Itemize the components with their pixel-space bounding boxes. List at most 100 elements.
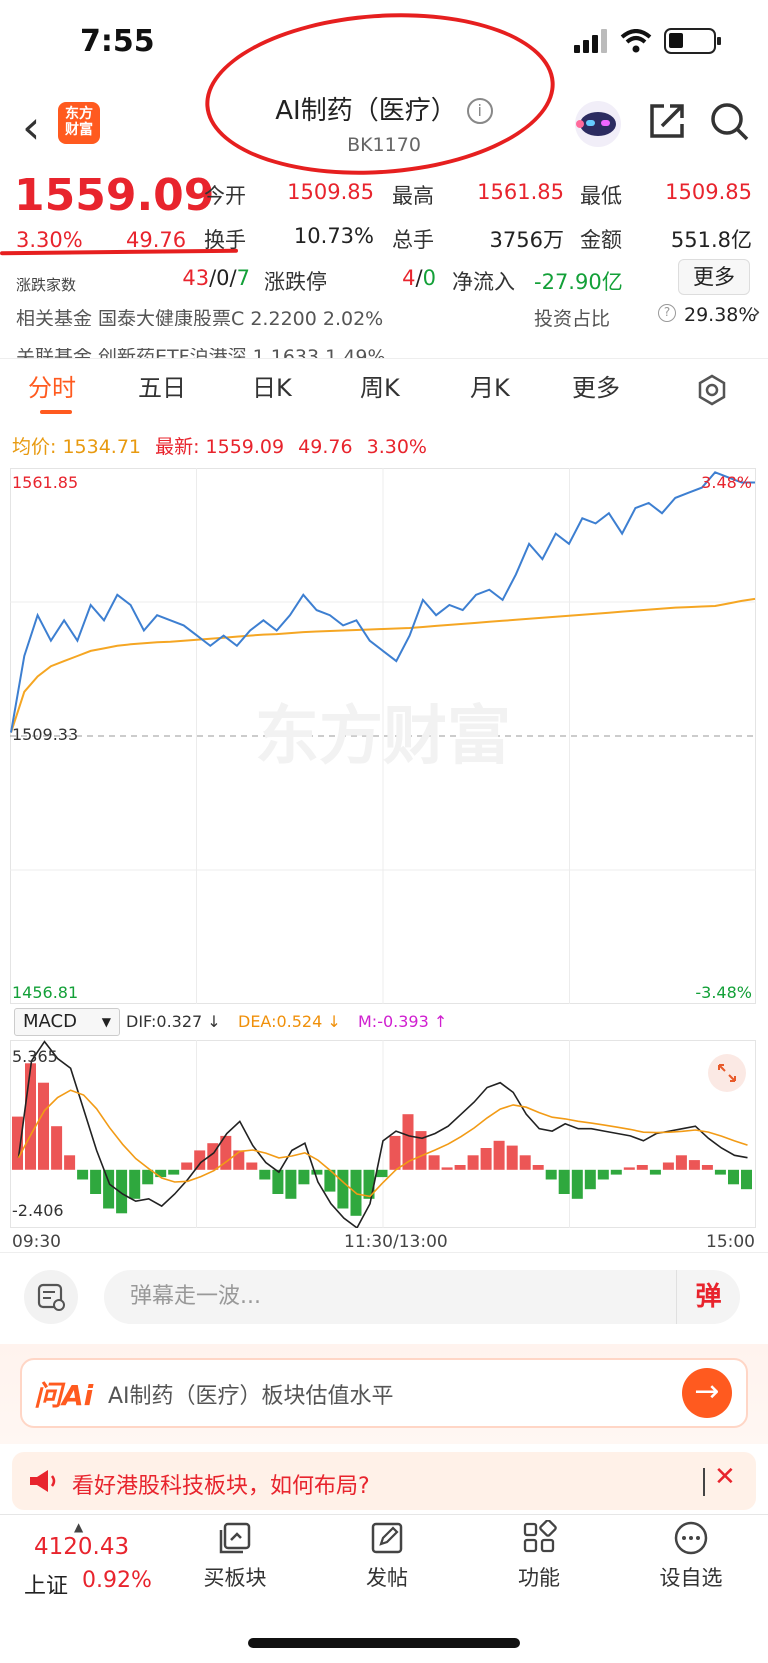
danmu-input[interactable]: 弹幕走一波... <box>104 1270 740 1324</box>
danmu-toggle[interactable]: 弹 <box>676 1270 740 1324</box>
info-icon[interactable]: i <box>466 98 493 124</box>
pct-top-label: 3.48% <box>701 473 752 492</box>
dea-label: DEA:0.524 ↓ <box>238 1012 341 1031</box>
macd-bar <box>259 1169 271 1180</box>
status-time: 7:55 <box>80 24 155 59</box>
breadth-up: 43 <box>182 266 210 290</box>
ai-question-box[interactable] <box>20 1358 748 1428</box>
macd-bar <box>610 1169 622 1175</box>
open-value: 1509.85 <box>287 180 374 204</box>
caret-down-icon: ▼ <box>101 1015 111 1029</box>
volume-value: 3756万 <box>489 228 564 252</box>
avg-label: 均价: <box>12 436 57 458</box>
macd-bar <box>376 1169 388 1178</box>
macd-bar <box>168 1169 180 1175</box>
macd-bar <box>688 1160 700 1170</box>
macd-bar <box>519 1155 531 1170</box>
macd-bar <box>636 1165 648 1170</box>
news-text[interactable]: 看好港股科技板块，如何布局? <box>72 1474 370 1499</box>
logo-text-2: 财富 <box>65 122 93 138</box>
logo-text-1: 东方 <box>65 106 93 122</box>
low-value: 1509.85 <box>665 180 752 204</box>
ai-go-button[interactable]: → <box>682 1368 732 1418</box>
tab-daily-k[interactable]: 日K <box>252 374 292 402</box>
breadth-flat: 0 <box>216 266 230 290</box>
macd-bar <box>12 1116 23 1170</box>
macd-bar <box>558 1169 570 1194</box>
macd-bar <box>389 1135 401 1170</box>
avg-value: 1534.71 <box>62 436 142 458</box>
macd-bar <box>402 1114 414 1170</box>
caret-up-icon: ▲ <box>74 1520 84 1534</box>
ai-robot-icon[interactable] <box>572 98 624 148</box>
back-button[interactable]: ‹ <box>22 100 41 154</box>
time-tick-open: 09:30 <box>12 1232 61 1252</box>
macd-bar <box>311 1169 323 1175</box>
macd-bar <box>701 1165 713 1170</box>
y-mid-label: 1509.33 <box>12 725 78 744</box>
tab-weekly-k[interactable]: 周K <box>360 374 400 402</box>
nav-buy-sector[interactable]: 买板块 <box>180 1520 290 1592</box>
post-icon <box>371 1522 403 1554</box>
amount-label: 金额 <box>580 228 622 252</box>
tab-monthly-k[interactable]: 月K <box>470 374 510 402</box>
macd-top-label: 5.365 <box>12 1047 58 1066</box>
related-fund-row[interactable]: 相关基金 国泰大健康股票C 2.2200 2.02% <box>16 308 384 326</box>
macd-bar <box>25 1063 36 1170</box>
netflow-label: 净流入 <box>452 270 515 294</box>
comment-settings-icon[interactable] <box>24 1270 78 1324</box>
turnover-label: 换手 <box>204 228 246 252</box>
macd-bar <box>246 1162 258 1170</box>
macd-bar <box>649 1169 661 1175</box>
low-label: 最低 <box>580 184 622 208</box>
sector-name: AI制药（医疗） <box>275 96 457 126</box>
index-name[interactable]: 上证 <box>24 1574 69 1599</box>
wifi-icon <box>620 29 652 53</box>
limit-down: 0 <box>422 266 436 290</box>
macd-chart[interactable]: 5.365 -2.406 <box>10 1040 756 1228</box>
macd-bar <box>38 1082 49 1170</box>
related-fund-row-2[interactable]: 关联基金 创新药ETF沪港深 1.1633 1.49% <box>16 348 436 358</box>
eastmoney-logo[interactable]: 东方 财富 <box>58 102 100 144</box>
indicator-select[interactable]: MACD ▼ <box>14 1008 120 1036</box>
macd-bar <box>532 1165 544 1170</box>
help-icon[interactable]: ? <box>658 304 676 322</box>
tab-five-day[interactable]: 五日 <box>138 374 186 402</box>
intraday-chart[interactable]: 东方财富 1561.85 1509.33 1456.81 3.48% -3.48… <box>10 468 756 1004</box>
news-banner[interactable] <box>12 1452 756 1510</box>
index-value[interactable]: 4120.43 <box>34 1534 130 1560</box>
fund-ratio-value: 29.38% <box>684 304 757 326</box>
index-pct[interactable]: 0.92% <box>82 1568 152 1593</box>
limit-up: 4 <box>402 266 416 290</box>
gear-icon[interactable] <box>696 374 728 406</box>
macd-bar <box>64 1155 76 1170</box>
share-icon[interactable] <box>648 102 686 140</box>
macd-bar <box>116 1169 128 1214</box>
nav-post[interactable]: 发帖 <box>332 1520 442 1592</box>
macd-bar <box>90 1169 102 1194</box>
avg-price-line <box>10 597 756 733</box>
search-icon[interactable] <box>710 102 750 142</box>
macd-bar <box>714 1169 726 1175</box>
macd-bar <box>272 1169 284 1194</box>
expand-icon[interactable] <box>708 1054 746 1092</box>
home-indicator <box>248 1638 520 1648</box>
tab-intraday[interactable]: 分时 <box>28 374 76 402</box>
limit-label: 涨跌停 <box>264 270 327 294</box>
more-button[interactable]: 更多 <box>678 259 750 295</box>
macd-bar <box>142 1169 154 1185</box>
breadth-down: 7 <box>236 266 250 290</box>
macd-bar <box>493 1140 505 1170</box>
close-icon[interactable]: ✕ <box>714 1462 736 1492</box>
pct-bottom-label: -3.48% <box>695 983 752 1002</box>
chevron-right-icon[interactable]: › <box>752 300 761 325</box>
nav-add-watchlist[interactable]: 设自选 <box>636 1520 746 1592</box>
divider <box>0 358 768 359</box>
tab-more[interactable]: 更多 <box>572 374 620 402</box>
volume-label: 总手 <box>392 228 434 252</box>
nav-function[interactable]: 功能 <box>484 1520 594 1592</box>
ai-question-text[interactable]: AI制药（医疗）板块估值水平 <box>108 1384 394 1409</box>
dea-line <box>17 1089 748 1198</box>
macd-bar <box>233 1150 245 1170</box>
macd-bar <box>129 1169 141 1199</box>
